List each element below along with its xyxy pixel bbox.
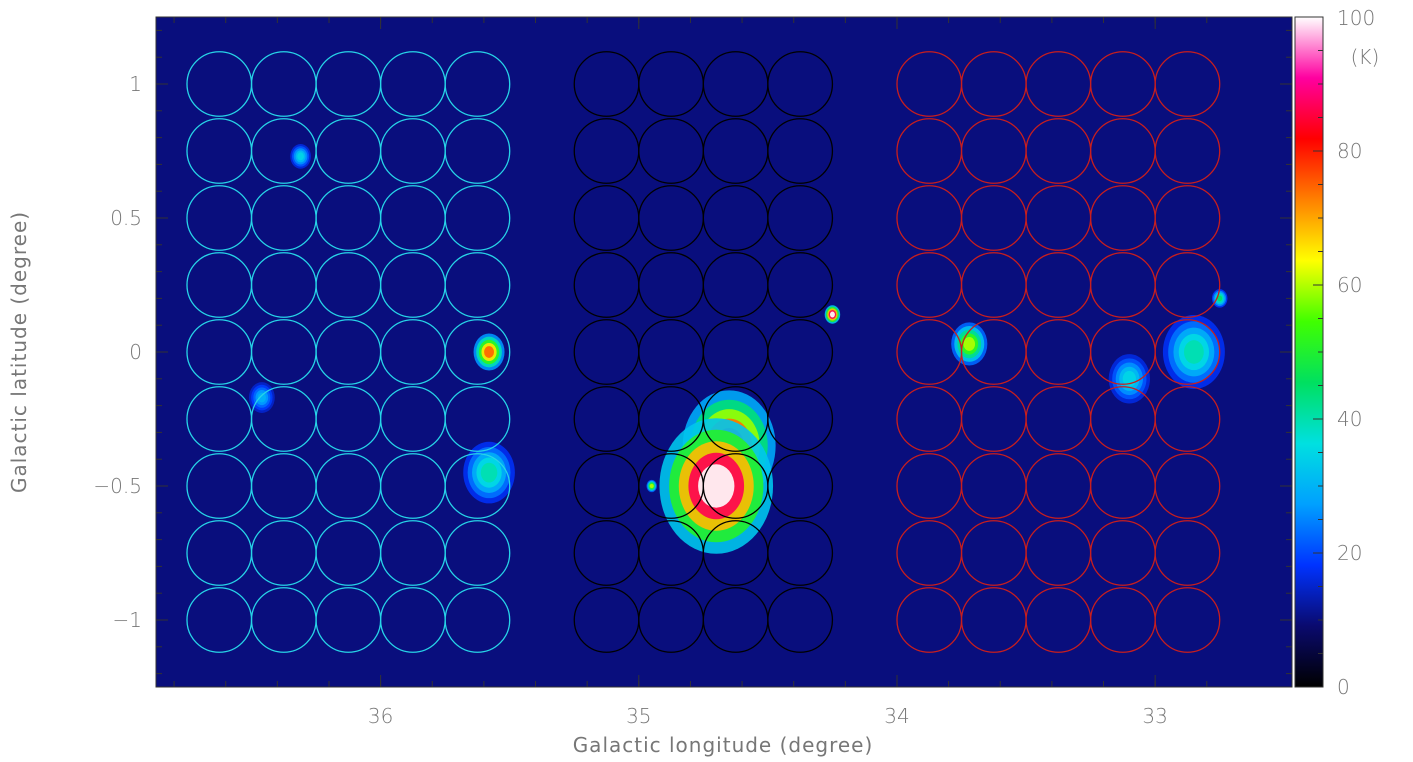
y-tick-label: −0.5 [93, 474, 142, 498]
x-tick-label: 33 [1142, 704, 1167, 728]
colorbar: 0 20 40 60 80 100 [1294, 6, 1375, 699]
colorbar-tick-label: 60 [1337, 273, 1362, 297]
beam-circle [1154, 587, 1221, 653]
axes: 36 35 34 33 −1 −0.5 0 0.5 1 [93, 16, 1293, 728]
map-source [1183, 340, 1204, 364]
beam-circle [767, 185, 834, 251]
map-background [156, 17, 1292, 687]
beam-circle [444, 118, 511, 184]
beam-circle [444, 386, 511, 452]
colorbar-unit-label: (K) [1351, 45, 1380, 69]
beam-circle [444, 252, 511, 318]
intensity-map [156, 17, 1292, 687]
beam-circle [767, 118, 834, 184]
map-source [1217, 295, 1223, 302]
colorbar-tick-label: 20 [1337, 541, 1362, 565]
y-tick-label: 1 [129, 72, 142, 96]
beam-circle [767, 520, 834, 586]
colorbar-tick-label: 80 [1337, 139, 1362, 163]
colorbar-tick-label: 0 [1337, 675, 1350, 699]
map-source [484, 346, 495, 358]
y-axis-title: Galactic latitude (degree) [7, 211, 31, 493]
beam-circle [767, 453, 834, 519]
map-source [963, 337, 976, 351]
x-tick-label: 35 [626, 704, 651, 728]
beam-circle [767, 319, 834, 385]
map-source [297, 152, 304, 161]
beam-circle [444, 51, 511, 117]
beam-circle [1154, 319, 1221, 385]
beam-circle [1154, 453, 1221, 519]
beam-circle [444, 453, 511, 519]
beam-circle [1154, 252, 1221, 318]
beam-circle [767, 587, 834, 653]
beam-circle [767, 252, 834, 318]
beam-circle [444, 319, 511, 385]
map-source [829, 311, 835, 318]
beam-circle [1154, 520, 1221, 586]
y-tick-label: 0.5 [110, 206, 142, 230]
beam-circle [767, 386, 834, 452]
beam-circles [186, 51, 1221, 653]
beam-circle [444, 587, 511, 653]
x-axis-title: Galactic longitude (degree) [573, 733, 874, 757]
beam-circle [767, 51, 834, 117]
map-source [257, 392, 266, 403]
beam-circle [1154, 386, 1221, 452]
colorbar-tick-label: 100 [1337, 6, 1375, 30]
beam-circle [1154, 51, 1221, 117]
map-source [480, 462, 498, 483]
beam-circle [444, 185, 511, 251]
x-tick-label: 36 [368, 704, 393, 728]
beam-circle [444, 520, 511, 586]
beam-circle [1154, 185, 1221, 251]
beam-circle [1154, 118, 1221, 184]
y-tick-label: −1 [113, 608, 142, 632]
y-tick-label: 0 [129, 340, 142, 364]
map-source [698, 464, 735, 508]
colorbar-tick-label: 40 [1337, 407, 1362, 431]
x-tick-label: 34 [884, 704, 909, 728]
map-source [649, 484, 654, 488]
